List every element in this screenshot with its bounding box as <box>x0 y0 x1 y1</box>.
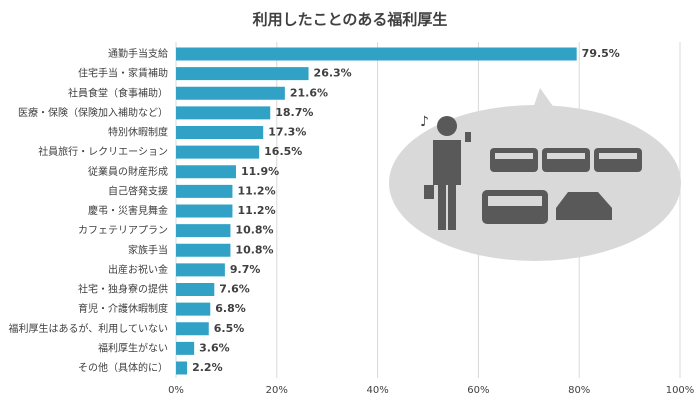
value-label: 17.3% <box>268 126 306 139</box>
y-tick-label: 社員旅行・レクリエーション <box>38 145 168 158</box>
bar <box>176 361 188 375</box>
y-tick-label: カフェテリアプラン <box>78 225 168 237</box>
car <box>556 192 612 220</box>
value-label: 79.5% <box>582 47 620 60</box>
value-label: 6.5% <box>214 322 245 335</box>
x-tick-label: 20% <box>266 385 288 396</box>
x-tick-label: 100% <box>666 385 695 396</box>
note-icon: ♪ <box>420 114 429 130</box>
bar <box>176 165 236 179</box>
bar <box>176 302 211 316</box>
y-tick-label: その他（具体的に） <box>78 361 168 374</box>
phone <box>465 132 471 142</box>
train-windows <box>495 153 637 159</box>
bar <box>176 126 264 139</box>
bag <box>424 185 434 199</box>
y-tick-label: 通勤手当支給 <box>108 47 168 60</box>
y-tick-label: 福利厚生はあるが、利用していない <box>9 322 169 335</box>
x-tick-label: 60% <box>467 385 489 396</box>
person-head <box>437 116 457 136</box>
value-label: 6.8% <box>215 302 246 315</box>
value-label: 7.6% <box>219 283 250 296</box>
value-label: 26.3% <box>314 67 352 80</box>
value-label: 3.6% <box>199 341 230 354</box>
value-label: 11.2% <box>237 184 275 197</box>
value-label: 2.2% <box>192 361 223 374</box>
illustration: ♪ <box>389 88 681 261</box>
value-label: 11.2% <box>237 204 275 217</box>
bar <box>176 106 271 120</box>
bubble <box>389 105 681 261</box>
bar <box>176 243 231 257</box>
y-tick-label: 出産お祝い金 <box>108 263 168 276</box>
person-body <box>433 140 461 230</box>
bar <box>176 204 233 218</box>
chart-title: 利用したことのある福利厚生 <box>253 11 448 29</box>
bar <box>176 263 225 277</box>
y-tick-label: 医療・保険（保険加入補助など） <box>18 106 168 119</box>
x-tick-label: 40% <box>366 385 388 396</box>
x-tick-label: 0% <box>168 385 184 396</box>
bar <box>176 283 215 296</box>
y-tick-label: 慶弔・災害見舞金 <box>88 204 168 217</box>
y-tick-label: 従業員の財産形成 <box>88 165 168 178</box>
y-tick-label: 育児・介護休暇制度 <box>78 302 168 315</box>
bus <box>482 190 548 224</box>
bar <box>176 47 577 61</box>
y-tick-label: 福利厚生がない <box>98 341 168 354</box>
value-label: 21.6% <box>290 86 328 99</box>
bars <box>176 47 577 375</box>
train <box>490 148 642 172</box>
value-label: 18.7% <box>275 106 313 119</box>
value-label: 9.7% <box>230 263 261 276</box>
bar <box>176 67 309 81</box>
bar <box>176 184 233 198</box>
bar <box>176 145 260 159</box>
bar <box>176 322 209 336</box>
value-label: 11.9% <box>241 165 279 178</box>
y-tick-label: 社員食堂（食事補助） <box>68 86 168 99</box>
y-tick-label: 住宅手当・家賃補助 <box>78 67 168 80</box>
value-label: 10.8% <box>235 224 273 237</box>
x-tick-label: 80% <box>568 385 590 396</box>
y-tick-label: 特別休暇制度 <box>108 126 168 139</box>
y-tick-label: 自己啓発支援 <box>108 184 168 197</box>
y-tick-label: 家族手当 <box>128 243 168 256</box>
value-label: 10.8% <box>235 243 273 256</box>
bar <box>176 341 195 355</box>
bus-window <box>488 196 542 206</box>
bar <box>176 86 285 100</box>
value-label: 16.5% <box>264 145 302 158</box>
bar <box>176 224 231 238</box>
y-tick-label: 社宅・独身寮の提供 <box>78 283 168 296</box>
